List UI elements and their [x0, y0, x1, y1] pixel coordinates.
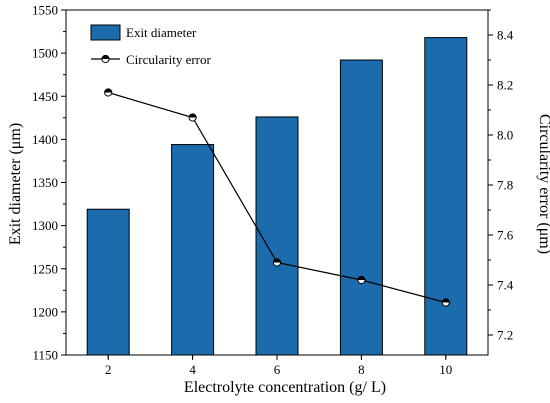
right-y-tick-label-8.2: 8.2 — [497, 78, 513, 93]
point-fill-circularity-error-2 — [104, 88, 112, 93]
left-y-tick-label-1550: 1550 — [32, 3, 58, 18]
x-tick-label-4: 4 — [189, 362, 196, 377]
point-fill-circularity-error-6 — [273, 258, 281, 263]
right-y-axis-title: Circularity error (μm) — [536, 114, 550, 254]
x-tick-label-2: 2 — [105, 362, 112, 377]
bar-exit-diameter-2 — [86, 208, 130, 356]
line-layer — [104, 88, 450, 307]
legend-label-circularity-error: Circularity error — [126, 52, 211, 67]
bars-layer — [86, 37, 468, 356]
x-tick-label-8: 8 — [358, 362, 365, 377]
bar-exit-diameter-10 — [424, 37, 468, 356]
point-fill-circularity-error-10 — [442, 298, 450, 303]
right-y-tick-label-8.4: 8.4 — [497, 28, 514, 43]
x-axis-title: Electrolyte concentration (g/ L) — [184, 379, 386, 396]
left-y-tick-label-1500: 1500 — [32, 46, 58, 61]
right-y-tick-label-7.8: 7.8 — [497, 178, 513, 193]
left-y-axis-title: Exit diameter (μm) — [7, 123, 24, 245]
right-y-tick-label-7.2: 7.2 — [497, 328, 513, 343]
left-y-tick-label-1450: 1450 — [32, 89, 58, 104]
left-y-tick-label-1300: 1300 — [32, 218, 58, 233]
right-y-tick-label-7.6: 7.6 — [497, 228, 514, 243]
x-tick-label-6: 6 — [274, 362, 281, 377]
right-y-tick-label-7.4: 7.4 — [497, 278, 514, 293]
legend-swatch-exit-diameter — [90, 24, 121, 41]
legend-marker-fill-circularity-error — [101, 55, 110, 59]
legend: Exit diameter Circularity error — [90, 24, 211, 67]
left-y-tick-label-1150: 1150 — [32, 348, 58, 363]
point-fill-circularity-error-4 — [189, 113, 197, 118]
left-y-tick-label-1200: 1200 — [32, 304, 58, 319]
legend-label-exit-diameter: Exit diameter — [126, 25, 197, 40]
point-fill-circularity-error-8 — [357, 276, 365, 280]
bar-exit-diameter-8 — [339, 59, 383, 356]
x-tick-label-10: 10 — [439, 362, 452, 377]
bar-exit-diameter-4 — [171, 144, 215, 356]
left-y-tick-label-1350: 1350 — [32, 175, 58, 190]
left-y-tick-label-1400: 1400 — [32, 132, 58, 147]
right-y-tick-label-8.0: 8.0 — [497, 128, 513, 143]
left-y-tick-label-1250: 1250 — [32, 261, 58, 276]
axes-layer: 2 4 6 8 10 1150 1200 1250 1300 1350 1400 1450 1500 15… — [32, 3, 514, 378]
bar-exit-diameter-6 — [255, 116, 299, 356]
